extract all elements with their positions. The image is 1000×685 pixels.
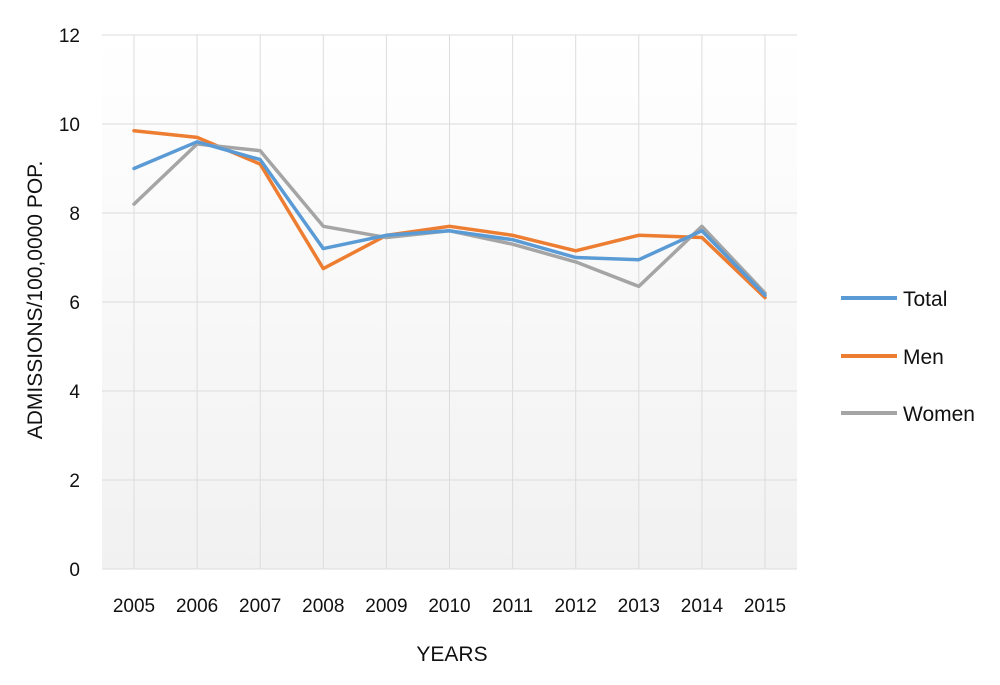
series-line-total bbox=[132, 140, 767, 298]
y-axis-title: ADMISSIONS/100,0000 POP. bbox=[24, 161, 47, 440]
x-tick-label: 2011 bbox=[492, 596, 533, 617]
y-tick-label: 4 bbox=[69, 382, 80, 403]
legend: Total Men Women bbox=[841, 288, 975, 426]
x-tick-label: 2009 bbox=[365, 596, 407, 617]
legend-label-women: Women bbox=[903, 403, 975, 426]
x-tick-label: 2014 bbox=[681, 596, 724, 617]
y-tick-label: 12 bbox=[59, 26, 80, 47]
x-tick-label: 2012 bbox=[555, 596, 597, 617]
y-tick-label: 0 bbox=[69, 560, 80, 581]
legend-label-total: Total bbox=[903, 288, 947, 311]
y-tick-label: 10 bbox=[59, 115, 80, 136]
x-tick-label: 2007 bbox=[239, 596, 281, 617]
x-axis-title: YEARS bbox=[416, 643, 487, 666]
legend-label-men: Men bbox=[903, 346, 944, 369]
y-tick-label: 6 bbox=[69, 293, 80, 314]
x-tick-label: 2010 bbox=[428, 596, 470, 617]
x-tick-label: 2015 bbox=[744, 596, 786, 617]
x-tick-label: 2005 bbox=[113, 596, 155, 617]
y-tick-label: 2 bbox=[69, 471, 80, 492]
y-tick-label: 8 bbox=[69, 204, 80, 225]
x-tick-label: 2008 bbox=[302, 596, 344, 617]
x-tick-label: 2006 bbox=[176, 596, 218, 617]
x-tick-label: 2013 bbox=[618, 596, 660, 617]
